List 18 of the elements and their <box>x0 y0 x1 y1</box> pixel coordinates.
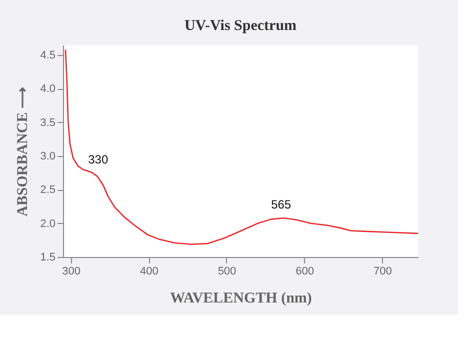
y-tick-label: 2.0 <box>40 218 56 230</box>
y-tick-label: 2.5 <box>40 184 56 196</box>
x-axis-title: WAVELENGTH (nm) <box>170 290 312 306</box>
y-tick-label: 4.5 <box>40 50 56 62</box>
annotation: 330 <box>88 152 108 167</box>
x-tick-label: 600 <box>296 266 314 278</box>
y-tick-label: 3.0 <box>40 150 56 163</box>
annotation: 565 <box>271 198 292 212</box>
y-tick-label: 1.5 <box>40 252 56 264</box>
y-tick-label: 4.0 <box>40 83 56 96</box>
x-tick-label: 500 <box>218 266 236 278</box>
x-tick-label: 400 <box>140 266 158 278</box>
y-axis-title: ABSORBANCE ⟶ <box>15 86 32 216</box>
x-tick-label: 700 <box>374 266 392 278</box>
x-tick-label: 300 <box>62 266 80 278</box>
y-tick-label: 3.5 <box>40 116 56 129</box>
line-series <box>64 49 418 245</box>
chart-title: UV-Vis Spectrum <box>184 18 298 34</box>
